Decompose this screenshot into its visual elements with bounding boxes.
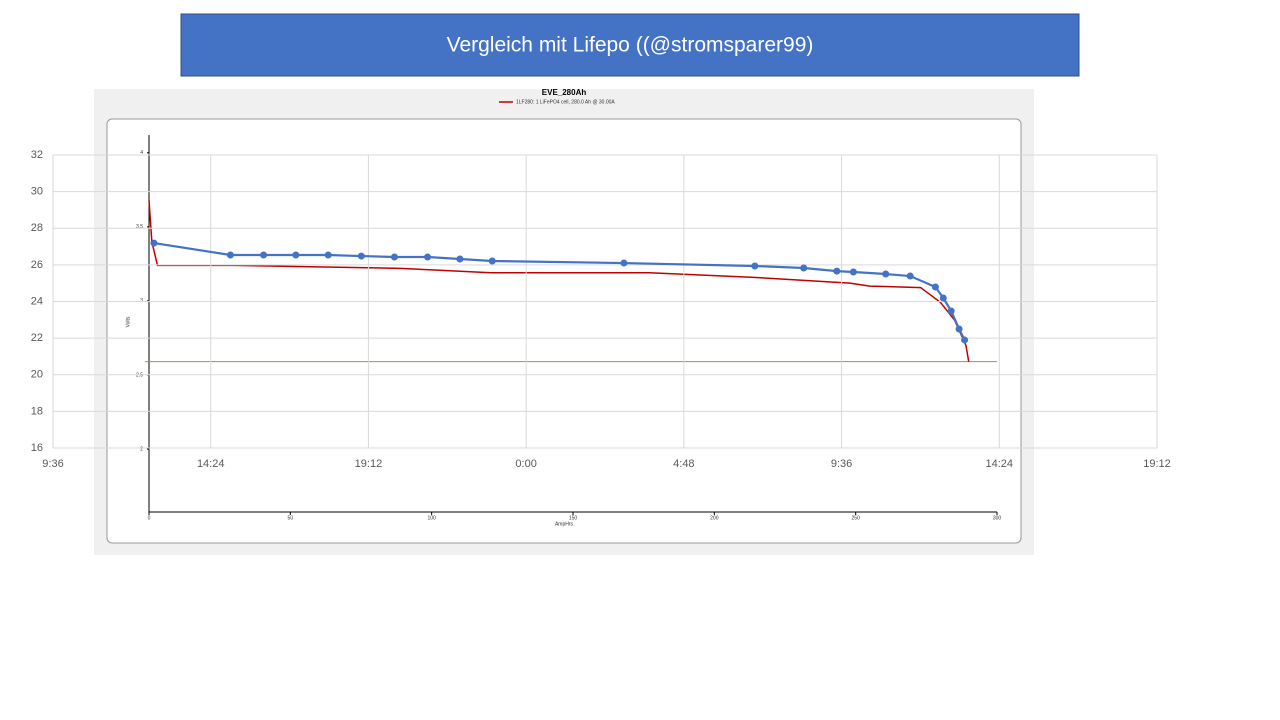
x-tick-label: 250: [851, 515, 860, 521]
y-tick-label: 30: [31, 186, 43, 198]
x-tick-label: 19:12: [1143, 458, 1171, 470]
data-point: [620, 259, 628, 267]
data-point: [324, 251, 332, 259]
data-point: [488, 257, 496, 265]
x-tick-label: 14:24: [197, 458, 225, 470]
data-point: [906, 272, 914, 280]
x-tick-label: 19:12: [355, 458, 383, 470]
x-tick-label: 9:36: [42, 458, 63, 470]
series-line: [153, 241, 966, 341]
data-point: [150, 239, 158, 247]
x-tick-label: 100: [427, 515, 436, 521]
data-point: [456, 255, 464, 263]
data-point: [849, 268, 857, 276]
x-tick-label: 9:36: [831, 458, 852, 470]
chart-title: EVE_280Ah: [542, 88, 587, 97]
y-tick-label: 28: [31, 222, 43, 234]
x-tick-label: 150: [569, 515, 578, 521]
data-point: [260, 251, 268, 259]
x-tick-label: 200: [710, 515, 719, 521]
data-point: [961, 336, 969, 344]
data-point: [390, 253, 398, 261]
y-tick-label: 24: [31, 295, 43, 307]
slide-title: Vergleich mit Lifepo ((@stromsparer99): [447, 34, 814, 57]
y-tick-label: 2.5: [136, 372, 143, 378]
x-tick-label: 0:00: [515, 458, 536, 470]
x-tick-label: 4:48: [673, 458, 694, 470]
data-point: [292, 251, 300, 259]
legend-label: 1LF280: 1 LiFePO4 cell, 280.0 Ah @ 30.00…: [516, 99, 615, 105]
data-point: [931, 283, 939, 291]
y-axis-label: Volts: [125, 316, 131, 327]
title-box: [180, 13, 1080, 77]
data-point: [751, 262, 759, 270]
x-tick-label: 14:24: [986, 458, 1014, 470]
data-point: [882, 270, 890, 278]
x-tick-label: 0: [148, 515, 151, 521]
data-point: [357, 252, 365, 260]
chart-image-frame: [106, 118, 1022, 544]
y-tick-label: 32: [31, 149, 43, 161]
data-point: [833, 267, 841, 275]
data-point: [955, 325, 963, 333]
y-tick-label: 3.5: [136, 224, 143, 230]
data-point: [939, 294, 947, 302]
x-tick-label: 300: [993, 515, 1002, 521]
y-tick-label: 26: [31, 259, 43, 271]
y-tick-label: 22: [31, 332, 43, 344]
data-point: [947, 307, 955, 315]
x-axis-label: AmpHrs: [555, 521, 574, 527]
y-tick-label: 4: [140, 150, 143, 156]
data-point: [226, 251, 234, 259]
y-tick-label: 2: [140, 446, 143, 452]
y-tick-label: 18: [31, 405, 43, 417]
y-tick-label: 16: [31, 442, 43, 454]
x-tick-label: 50: [288, 515, 294, 521]
data-point: [800, 264, 808, 272]
data-point: [424, 253, 432, 261]
y-tick-label: 20: [31, 369, 43, 381]
